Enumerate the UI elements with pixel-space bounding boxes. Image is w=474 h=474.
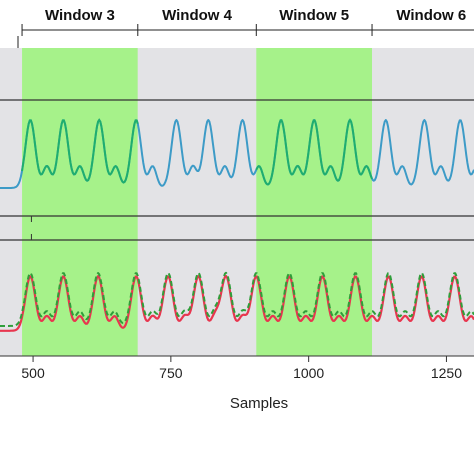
series-line	[0, 274, 474, 332]
window-band	[256, 48, 373, 356]
x-tick-label: 500	[21, 365, 45, 381]
window-band	[137, 48, 257, 356]
x-axis-title: Samples	[230, 395, 288, 412]
window-band	[372, 48, 474, 356]
window-label: Window 6	[396, 7, 466, 24]
x-tick-label: 1250	[431, 365, 462, 381]
x-tick-label: 1000	[293, 365, 324, 381]
window-label: Window 5	[279, 7, 349, 24]
window-band	[22, 48, 138, 356]
window-series-line	[21, 118, 139, 184]
window-label: Window 3	[45, 7, 115, 24]
series-line	[0, 271, 474, 327]
panel-dividers	[0, 99, 474, 241]
window-label: Window 4	[162, 7, 233, 24]
x-axis: 500 750 1000 1250	[0, 355, 474, 381]
x-tick-label: 750	[159, 365, 183, 381]
window-series-line	[255, 118, 373, 186]
window-headers: Window 3 Window 4 Window 5 Window 6	[17, 7, 474, 48]
signal-series	[0, 118, 474, 332]
window-bands	[0, 48, 474, 356]
